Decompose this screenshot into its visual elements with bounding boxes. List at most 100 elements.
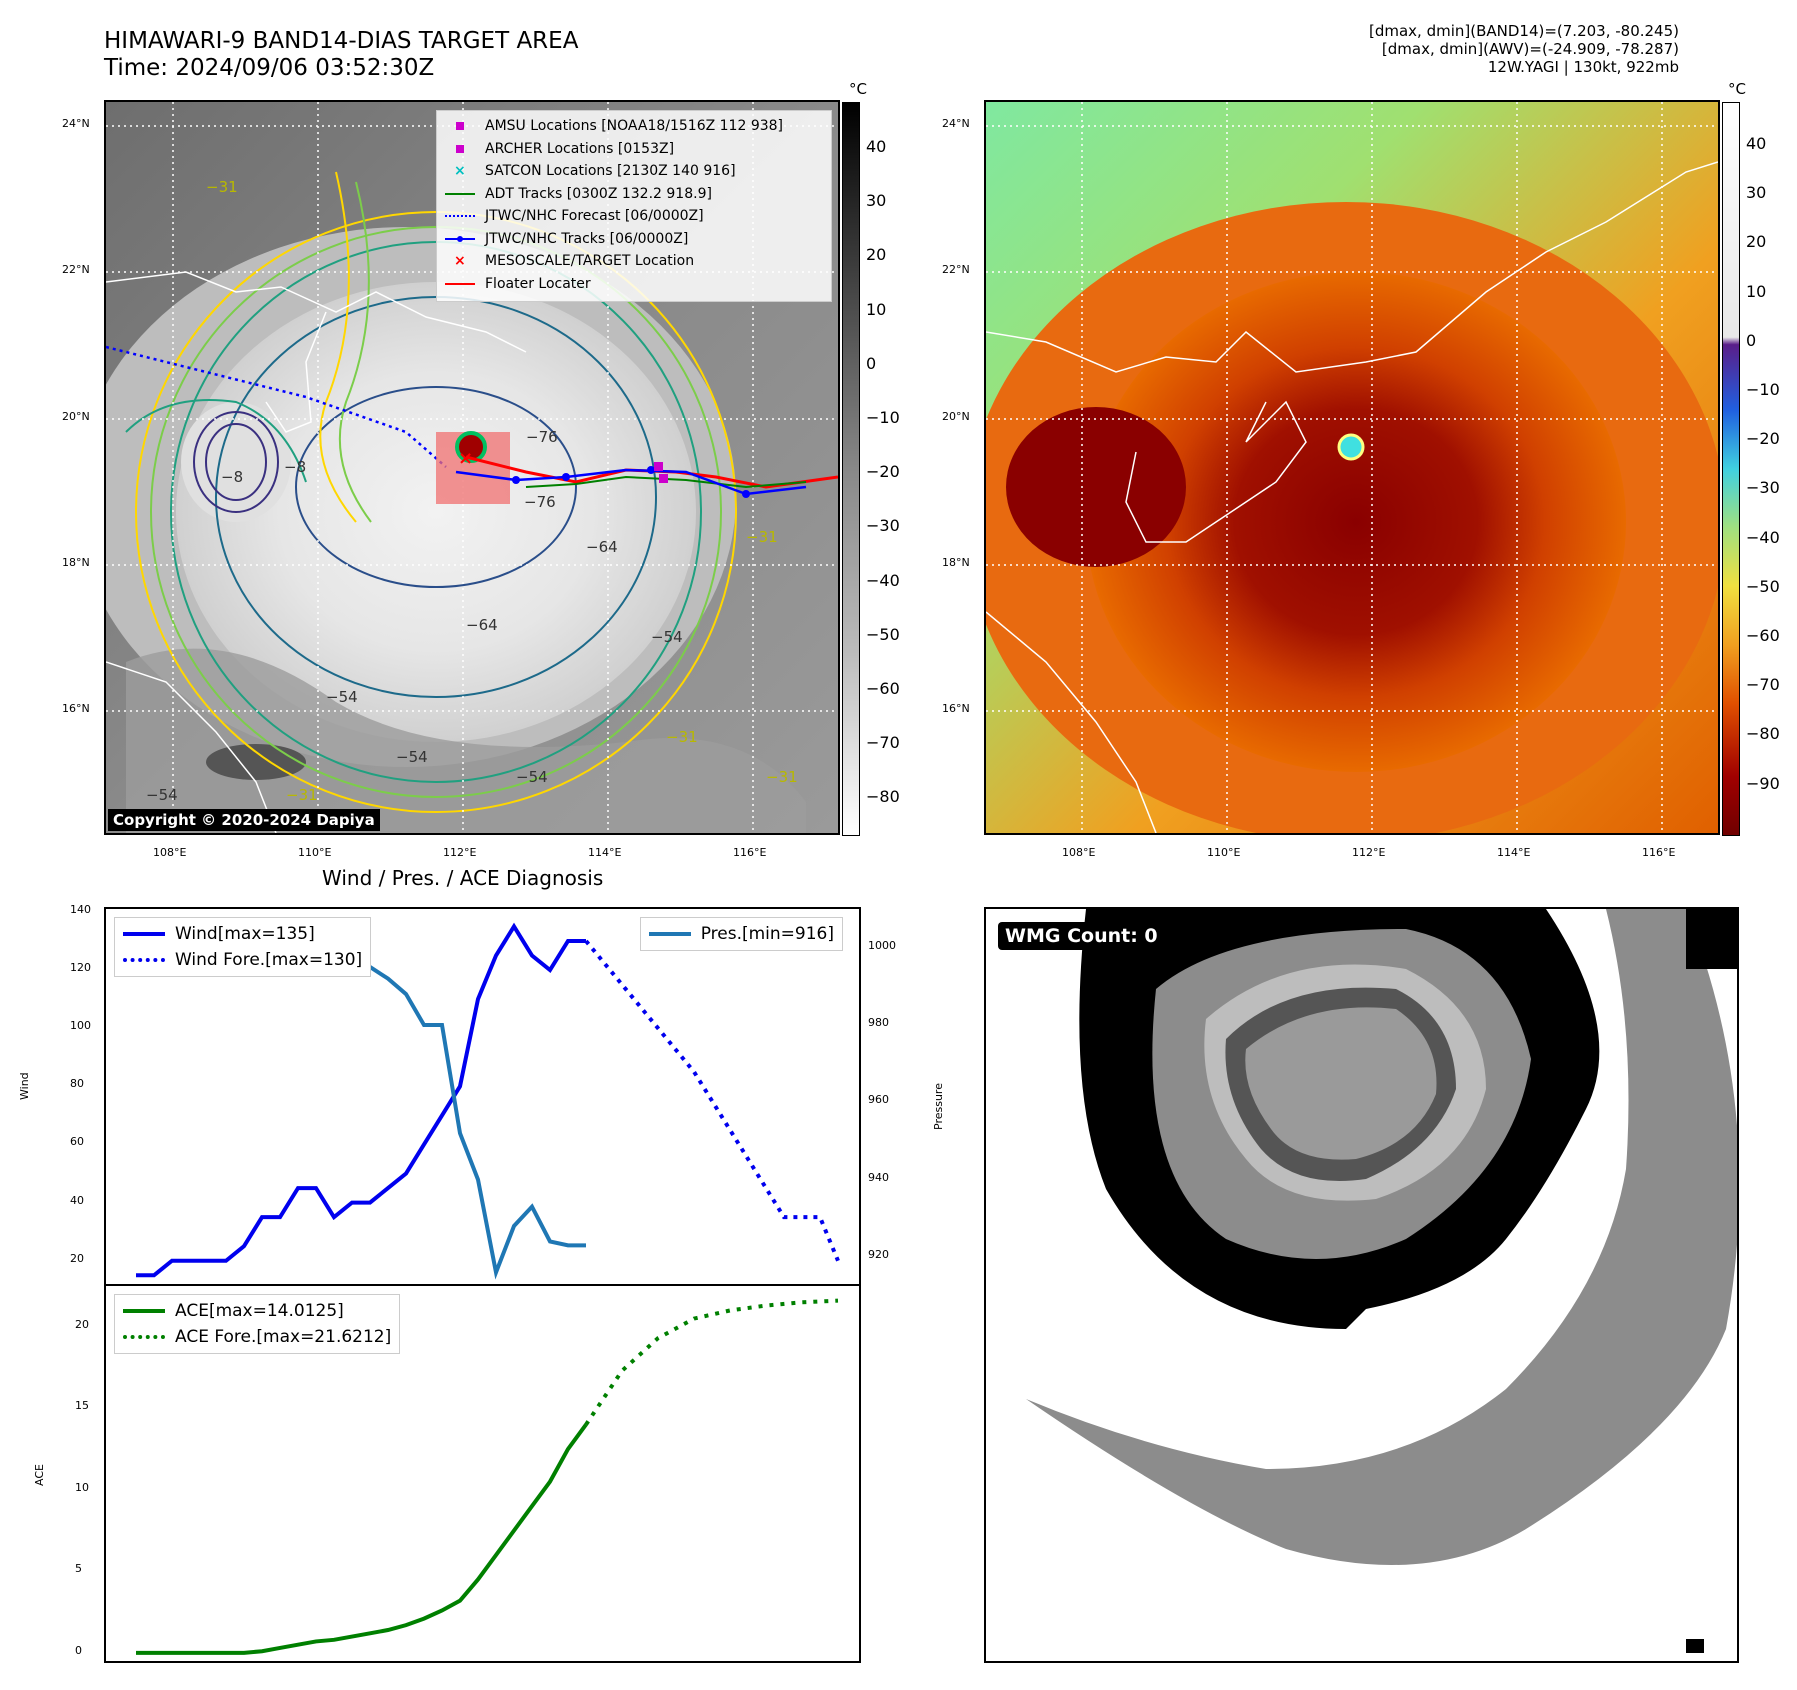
wind-y-tick: 100: [70, 1019, 91, 1033]
contour-label: −8: [284, 458, 306, 476]
awv-colorbar-tick: 30: [1746, 183, 1767, 203]
legend-symbol-icon: [445, 209, 475, 223]
ace-svg: [136, 1298, 839, 1655]
title-line-2: Time: 2024/09/06 03:52:30Z: [104, 55, 435, 81]
wind-axis-label: Wind: [18, 1072, 31, 1100]
awv-colorbar: [1722, 102, 1740, 836]
pressure-legend: Pres.[min=916]: [639, 917, 843, 951]
awv-colorbar-unit: °C: [1728, 80, 1746, 98]
map-legend: AMSU Locations [NOAA18/1516Z 112 938] ARC…: [436, 110, 832, 302]
ace-panel: ACE[max=14.0125] ACE Fore.[max=21.6212]: [104, 1284, 861, 1663]
lat-tick-label: 18°N: [942, 556, 970, 569]
wind-y-tick: 120: [70, 961, 91, 975]
map-legend-label: ADT Tracks [0300Z 132.2 918.9]: [485, 185, 712, 202]
map-legend-item: × MESOSCALE/TARGET Location: [445, 250, 823, 273]
map-legend-label: JTWC/NHC Forecast [06/0000Z]: [485, 208, 704, 224]
wmg-eye: [1245, 1007, 1437, 1160]
lon-tick-label: 116°E: [1642, 846, 1676, 859]
adt-track: [525, 475, 807, 489]
contour-labels: −31 −31 −8 −8 −76 −76 −64 −64 −54 −54 −5…: [146, 178, 798, 804]
wmg-small-block: [1686, 1639, 1704, 1653]
map-legend-label: Floater Locater: [485, 275, 591, 292]
wmg-count-label: WMG Count: 0: [998, 922, 1165, 950]
diagnosis-title: Wind / Pres. / ACE Diagnosis: [322, 866, 604, 890]
contour-label: −54: [146, 786, 178, 804]
ace-y-tick: 15: [75, 1399, 89, 1413]
map-legend-item: JTWC/NHC Tracks [06/0000Z]: [445, 228, 823, 251]
map-legend-item: JTWC/NHC Forecast [06/0000Z]: [445, 205, 823, 228]
ace-y-tick: 20: [75, 1317, 89, 1331]
contour-label: −54: [516, 768, 548, 786]
ir-colorbar-tick: −10: [866, 408, 900, 427]
awv-colorbar-tick: 20: [1746, 232, 1767, 252]
map-legend-label: SATCON Locations [2130Z 140 916]: [485, 163, 736, 179]
contour-label: −31: [746, 528, 778, 546]
contour-label: −31: [666, 728, 698, 746]
lat-tick-label: 16°N: [942, 702, 970, 715]
contour-coast-31: [319, 171, 357, 523]
legend-symbol-icon: ×: [454, 253, 466, 270]
ace-y-tick: 0: [75, 1643, 82, 1657]
pressure-y-tick: 920: [868, 1247, 889, 1261]
awv-gridlines: [986, 102, 1718, 833]
coast-china: [106, 271, 527, 353]
awv-colorbar-tick: −50: [1746, 576, 1780, 596]
contour-label: −76: [526, 428, 558, 446]
ace-y-tick: 10: [75, 1480, 89, 1494]
lat-tick-label: 24°N: [942, 117, 970, 130]
jtwc-track-points: [512, 466, 750, 498]
coastlines: [106, 271, 527, 833]
storm-eye: [455, 431, 487, 463]
awv-eye: [1337, 433, 1365, 461]
contour-west-54: [125, 399, 307, 483]
legend-pressure: Pres.[min=916]: [648, 921, 834, 947]
awv-map-panel: [984, 100, 1720, 835]
pressure-y-tick: 980: [868, 1015, 889, 1029]
awv-west-dry: [1006, 407, 1186, 567]
awv-map-svg: [986, 102, 1718, 833]
contour-label: −76: [524, 493, 556, 511]
wind-y-tick: 40: [70, 1193, 84, 1207]
contour-label: −8: [221, 468, 243, 486]
jtwc-forecast-track: [106, 345, 447, 468]
wind-y-tick: 80: [70, 1077, 84, 1091]
ir-colorbar-unit: °C: [849, 80, 867, 98]
contour-hainan: [193, 411, 279, 513]
ir-colorbar-tick: 0: [866, 353, 877, 373]
lon-tick-label: 116°E: [733, 846, 767, 859]
info-line-3: 12W.YAGI | 130kt, 922mb: [1487, 58, 1679, 76]
awv-colorbar-tick: −60: [1746, 626, 1780, 645]
ir-colorbar-tick: 20: [866, 245, 887, 265]
awv-colorbar-tick: −30: [1746, 478, 1780, 498]
contour-label: −64: [586, 538, 618, 556]
awv-colorbar-tick: 10: [1746, 281, 1767, 301]
lon-tick-label: 108°E: [153, 846, 187, 859]
hainan-cloud: [181, 402, 291, 522]
coast-vietnam: [106, 661, 277, 833]
copyright-label: Copyright © 2020-2024 Dapiya: [108, 809, 380, 831]
title-line-1: HIMAWARI-9 BAND14-DIAS TARGET AREA: [104, 28, 579, 54]
wmg-corner-block: [1686, 909, 1737, 969]
contour-label: −31: [206, 178, 238, 196]
contour-label: −31: [766, 768, 798, 786]
map-legend-label: AMSU Locations [NOAA18/1516Z 112 938]: [485, 118, 784, 134]
lon-tick-label: 112°E: [1352, 846, 1386, 859]
lon-tick-label: 114°E: [588, 846, 622, 859]
map-legend-item: ARCHER Locations [0153Z]: [445, 138, 823, 161]
ace-legend: ACE[max=14.0125] ACE Fore.[max=21.6212]: [114, 1294, 401, 1354]
wind-legend: Wind[max=135] Wind Fore.[max=130]: [114, 917, 372, 977]
southern-band: [126, 648, 806, 833]
amsu-marker: [654, 462, 663, 471]
target-x-marker: ×: [458, 448, 473, 469]
ir-colorbar-tick: −70: [866, 733, 900, 753]
contour-label: −31: [286, 786, 318, 804]
awv-colorbar-tick: −80: [1746, 724, 1780, 744]
contour-label: −54: [651, 628, 683, 646]
ace-series-line: [136, 1423, 588, 1655]
ir-colorbar-tick: −60: [866, 679, 900, 698]
wmg-panel: WMG Count: 0: [984, 907, 1739, 1663]
pressure-axis-label: Pressure: [932, 1083, 945, 1130]
awv-coastlines: [986, 161, 1718, 833]
awv-colorbar-tick: −20: [1746, 429, 1780, 449]
ir-colorbar: [842, 102, 860, 836]
